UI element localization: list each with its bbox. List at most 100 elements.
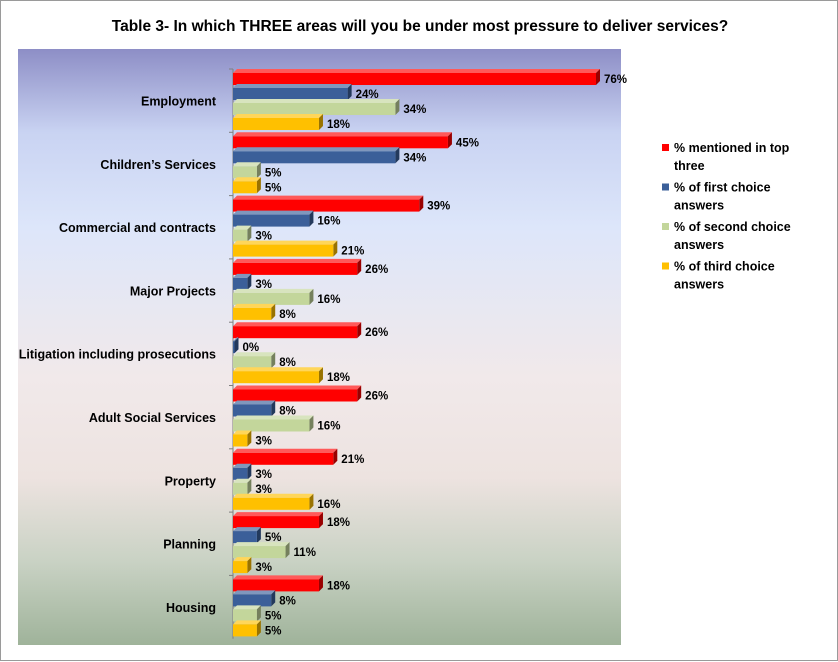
category-label: Housing: [166, 601, 216, 615]
value-label: 3%: [255, 562, 272, 574]
bar: [233, 575, 323, 592]
bar: [233, 322, 362, 339]
value-label: 26%: [365, 391, 388, 403]
category-label: Children’s Services: [100, 158, 216, 172]
value-label: 24%: [356, 89, 379, 101]
category-label: Employment: [141, 95, 217, 109]
bar: [233, 258, 362, 275]
value-label: 16%: [317, 421, 340, 433]
bar: [233, 448, 338, 465]
chart-title: Table 3- In which THREE areas will you b…: [112, 18, 728, 35]
bar: [233, 620, 261, 637]
value-label: 21%: [341, 454, 364, 466]
value-label: 5%: [265, 610, 282, 622]
bar: [233, 177, 261, 194]
bar: [233, 352, 276, 369]
bar: [233, 240, 338, 257]
category-label: Commercial and contracts: [59, 221, 216, 235]
bar: [233, 303, 276, 320]
bar: [233, 415, 314, 432]
bar: [233, 288, 314, 305]
bars: [233, 69, 600, 637]
legend-swatch: [662, 183, 669, 191]
bar: [233, 337, 239, 354]
bar: [233, 195, 424, 212]
bar: [233, 463, 252, 480]
legend-swatch: [662, 262, 669, 270]
bar: [233, 162, 261, 179]
bar: [233, 430, 252, 447]
bar: [233, 99, 400, 115]
value-label: 5%: [265, 167, 282, 179]
legend-label: % of third choice: [674, 260, 775, 274]
legend-label: three: [674, 159, 705, 173]
value-label: 26%: [365, 264, 388, 276]
value-label: 8%: [279, 309, 296, 321]
bar: [233, 605, 261, 622]
bar: [233, 84, 352, 100]
legend-label: answers: [674, 278, 724, 292]
value-label: 16%: [317, 216, 340, 228]
legend-item: % of first choice answers: [662, 181, 771, 213]
legend-item: % mentioned in top three: [662, 141, 790, 173]
category-label: Major Projects: [130, 284, 216, 298]
bar: [233, 527, 261, 544]
bar: [233, 385, 362, 402]
bar: [233, 69, 600, 85]
value-label: 5%: [265, 625, 282, 637]
category-label: Planning: [163, 538, 216, 552]
bar: [233, 542, 290, 559]
legend-label: % mentioned in top: [674, 141, 790, 155]
legend-swatch: [662, 223, 669, 230]
value-label: 16%: [317, 499, 340, 511]
bar: [233, 493, 314, 510]
bar: [233, 114, 323, 130]
value-label: 26%: [365, 327, 388, 339]
value-label: 3%: [255, 469, 272, 481]
y-axis: [229, 68, 234, 639]
value-label: 5%: [265, 532, 282, 544]
legend: % mentioned in top three % of first choice…: [662, 141, 791, 292]
value-label: 11%: [294, 547, 316, 559]
value-label: 18%: [327, 372, 350, 384]
value-label: 8%: [279, 406, 296, 418]
value-labels: 76%24%34%18%45%34%5%5%39%16%3%21%26%3%16…: [243, 74, 628, 637]
bar: [233, 478, 252, 495]
category-labels: Employment Children’s Services Commercial …: [19, 95, 217, 615]
value-label: 16%: [317, 294, 340, 306]
value-label: 76%: [604, 74, 627, 86]
bar: [233, 147, 400, 164]
legend-label: answers: [674, 238, 724, 252]
bar: [233, 132, 452, 149]
bar: [233, 367, 323, 384]
category-label: Property: [165, 474, 216, 488]
value-label: 34%: [403, 152, 426, 164]
value-label: 39%: [427, 201, 450, 213]
bar: [233, 210, 314, 227]
legend-swatch: [662, 144, 669, 151]
value-label: 21%: [341, 246, 364, 258]
value-label: 8%: [279, 357, 296, 369]
bar: [233, 273, 252, 290]
value-label: 5%: [265, 182, 282, 194]
value-label: 3%: [255, 484, 272, 496]
bar: [233, 512, 323, 529]
value-label: 8%: [279, 595, 296, 607]
value-label: 18%: [327, 517, 350, 529]
legend-item: % of third choice answers: [662, 260, 775, 292]
legend-label: % of second choice: [674, 220, 791, 234]
value-label: 3%: [255, 436, 272, 448]
legend-label: answers: [674, 199, 724, 213]
category-label: Litigation including prosecutions: [19, 348, 216, 362]
value-label: 3%: [255, 279, 272, 291]
value-label: 3%: [255, 231, 272, 243]
bar: [233, 590, 276, 607]
bar: [233, 225, 252, 242]
legend-item: % of second choice answers: [662, 220, 791, 252]
bar: [233, 400, 276, 417]
value-label: 18%: [327, 580, 350, 592]
value-label: 18%: [327, 119, 350, 131]
bar: [233, 557, 252, 574]
